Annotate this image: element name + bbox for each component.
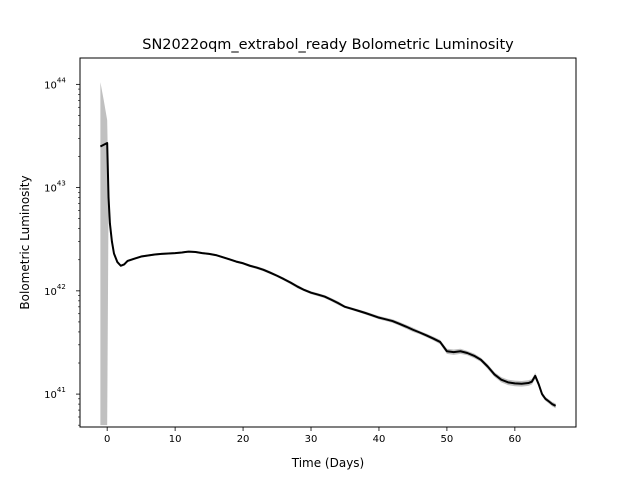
x-tick-label: 20: [237, 434, 250, 445]
x-tick-label: 10: [169, 434, 182, 445]
x-tick-label: 60: [508, 434, 521, 445]
y-tick-label: 1043: [44, 180, 66, 195]
x-tick-label: 30: [305, 434, 318, 445]
chart-title: SN2022oqm_extrabol_ready Bolometric Lumi…: [142, 37, 514, 53]
y-axis: 1041 1042 1043 1044: [44, 76, 80, 426]
x-axis-label: Time (Days): [291, 456, 365, 470]
luminosity-line: [99, 142, 557, 407]
y-tick-label: 1044: [44, 76, 66, 91]
plot-area: [99, 82, 557, 426]
y-axis-label: Bolometric Luminosity: [18, 175, 32, 309]
y-tick-label: 1042: [44, 283, 66, 298]
x-tick-label: 50: [441, 434, 454, 445]
x-tick-label: 40: [373, 434, 386, 445]
x-axis: 0 10 20 30 40 50 60: [104, 427, 521, 445]
axes-frame: [79, 57, 577, 428]
x-tick-label: 0: [104, 434, 110, 445]
y-tick-label: 1041: [44, 386, 66, 401]
